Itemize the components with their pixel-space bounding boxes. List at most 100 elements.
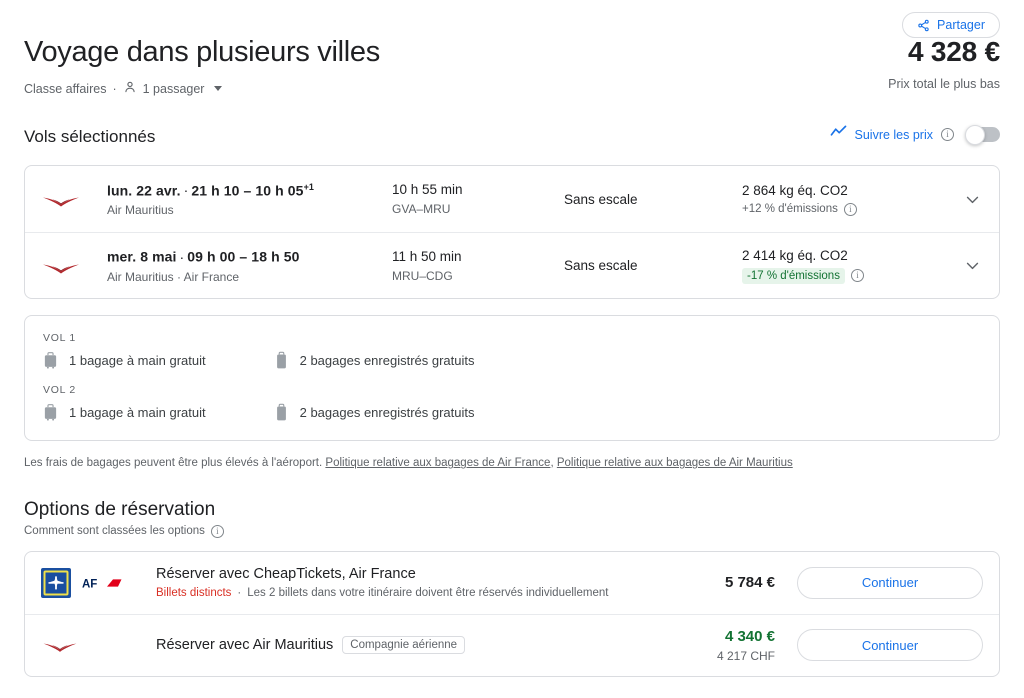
provider-logos <box>41 635 156 655</box>
booking-option-title: Réserver avec CheapTickets, Air France <box>156 566 416 583</box>
booking-option-price-block: 5 784 € <box>667 574 797 591</box>
provider-logos: AF <box>41 567 156 598</box>
booking-option-price: 5 784 € <box>724 574 775 592</box>
flight-stops: Sans escale <box>564 191 638 207</box>
cabin-class-label: Classe affaires <box>24 81 107 96</box>
booking-option-row[interactable]: AF Réserver avec CheapTickets, Air Franc… <box>25 552 999 614</box>
flight-row[interactable]: lun. 22 avr. · 21 h 10 – 10 h 05+1 Air Mau… <box>25 166 999 232</box>
carry-on-item: 1 bagage à main gratuit <box>43 351 206 370</box>
baggage-line: 1 bagage à main gratuit 2 bagages enregi… <box>43 403 981 422</box>
flight-co2: 2 414 kg éq. CO2 <box>742 247 848 263</box>
flight-datetime: mer. 8 mai · 09 h 00 – 18 h 50 <box>107 248 392 265</box>
flight-row[interactable]: mer. 8 mai · 09 h 00 – 18 h 50 Air Mauriti… <box>25 232 999 298</box>
share-button[interactable]: Partager <box>902 12 1000 38</box>
continue-button[interactable]: Continuer <box>797 566 983 599</box>
booking-option-note-row: Billets distincts · Les 2 billets dans v… <box>156 587 667 599</box>
booking-option-price-block: 4 340 € 4 217 CHF <box>667 628 797 663</box>
svg-text:AF: AF <box>82 578 97 590</box>
booking-option-note: Les 2 billets dans votre itinéraire doiv… <box>247 587 609 600</box>
info-icon[interactable]: i <box>850 269 864 283</box>
carry-on-bag-icon <box>44 404 57 421</box>
air-mauritius-logo <box>43 197 79 207</box>
flight-emissions-delta-row: +12 % d'émissions i <box>742 202 935 216</box>
booking-option-title-line: Réserver avec CheapTickets, Air France <box>156 566 667 582</box>
chevron-down-icon <box>966 263 979 270</box>
total-price-caption: Prix total le plus bas <box>888 77 1000 91</box>
flight-route: GVA–MRU <box>392 202 451 217</box>
selected-flights-title: Vols sélectionnés <box>24 127 156 147</box>
booking-options-header: Options de réservation Comment sont clas… <box>24 499 1000 538</box>
flight-duration: 11 h 50 min <box>392 248 462 264</box>
air-mauritius-logo <box>43 264 79 274</box>
flight-emissions-delta-row: -17 % d'émissions i <box>742 267 935 284</box>
info-icon[interactable]: i <box>941 128 954 142</box>
share-icon <box>917 19 930 32</box>
carry-on-bag-icon <box>44 352 57 369</box>
track-prices-toggle[interactable] <box>965 124 1000 145</box>
separator-dot: · <box>179 248 185 265</box>
flight-emissions-delta: -17 % d'émissions <box>742 267 845 284</box>
page-title: Voyage dans plusieurs villes <box>24 36 380 68</box>
checked-bag-icon <box>276 404 286 421</box>
separator-dot: · <box>237 587 242 600</box>
checked-bag-item: 2 bagages enregistrés gratuits <box>274 403 475 422</box>
info-icon[interactable]: i <box>210 524 224 538</box>
airline-badge: Compagnie aérienne <box>342 636 466 655</box>
expand-flight-cell[interactable] <box>935 191 981 208</box>
checked-bag-label: 2 bagages enregistrés gratuits <box>299 405 475 421</box>
flight-date: lun. 22 avr. <box>107 182 181 199</box>
checked-bag-label: 2 bagages enregistrés gratuits <box>299 353 475 369</box>
baggage-card: VOL 1 1 bagage à main gratuit 2 bagages … <box>24 315 1000 442</box>
booking-options-subtitle[interactable]: Comment sont classées les options <box>24 525 205 538</box>
continue-button[interactable]: Continuer <box>797 629 983 662</box>
info-icon[interactable]: i <box>843 202 857 216</box>
total-price: 4 328 € <box>907 36 1000 67</box>
airline-logo-cell <box>41 255 107 277</box>
passenger-selector[interactable]: 1 passager <box>123 80 223 97</box>
trip-summary-line: Classe affaires · 1 passager <box>24 80 1000 97</box>
link-separator: , <box>550 457 554 470</box>
carry-on-label: 1 bagage à main gratuit <box>69 405 206 421</box>
booking-option-row[interactable]: Réserver avec Air Mauritius Compagnie aé… <box>25 613 999 676</box>
flight-co2: 2 864 kg éq. CO2 <box>742 182 848 198</box>
carry-on-item: 1 bagage à main gratuit <box>43 403 206 422</box>
share-row: Partager <box>902 12 1000 38</box>
airline-logo-cell <box>41 188 107 210</box>
chevron-down-icon <box>214 86 223 92</box>
flight-time-range: 21 h 10 – 10 h 05 <box>191 182 304 199</box>
page-header: Voyage dans plusieurs villes Classe affa… <box>24 0 1000 97</box>
booking-options-title: Options de réservation <box>24 498 216 520</box>
flight-operator: Air Mauritius <box>107 203 174 218</box>
air-mauritius-baggage-policy-link[interactable]: Politique relative aux bagages de Air Ma… <box>556 457 793 470</box>
flight-date: mer. 8 mai <box>107 248 177 265</box>
expand-flight-cell[interactable] <box>935 257 981 274</box>
track-prices-label[interactable]: Suivre les prix <box>854 127 934 142</box>
toggle-knob <box>965 124 985 145</box>
booking-option-title-line: Réserver avec Air Mauritius Compagnie aé… <box>156 636 667 655</box>
person-icon <box>123 80 137 97</box>
baggage-group-label: VOL 1 <box>43 332 76 345</box>
flight-datetime: lun. 22 avr. · 21 h 10 – 10 h 05+1 <box>107 182 392 199</box>
air-france-baggage-policy-link[interactable]: Politique relative aux bagages de Air Fr… <box>325 457 551 470</box>
separator-dot: · <box>183 182 189 199</box>
flight-times-col: mer. 8 mai · 09 h 00 – 18 h 50 Air Mauriti… <box>107 248 392 284</box>
flight-emissions-col: 2 414 kg éq. CO2 -17 % d'émissions i <box>742 248 935 284</box>
booking-option-title: Réserver avec Air Mauritius <box>156 637 334 654</box>
baggage-line: 1 bagage à main gratuit 2 bagages enregi… <box>43 351 981 370</box>
checked-bag-item: 2 bagages enregistrés gratuits <box>274 351 475 370</box>
separator-dot: · <box>112 81 117 96</box>
track-prices-control: Suivre les prix i <box>830 124 1000 145</box>
booking-option-price: 4 340 € <box>724 627 775 645</box>
flight-route: MRU–CDG <box>392 268 453 283</box>
chevron-down-icon <box>966 196 979 203</box>
flight-time-range: 09 h 00 – 18 h 50 <box>187 248 300 265</box>
booking-options-subtitle-row: Comment sont classées les options i <box>24 524 1000 538</box>
checked-bag-icon <box>276 352 286 369</box>
booking-option-details: Réserver avec CheapTickets, Air France B… <box>156 566 667 599</box>
flight-emissions-col: 2 864 kg éq. CO2 +12 % d'émissions i <box>742 183 935 216</box>
flight-operator: Air Mauritius · Air France <box>107 269 240 284</box>
booking-option-details: Réserver avec Air Mauritius Compagnie aé… <box>156 636 667 655</box>
flight-times-col: lun. 22 avr. · 21 h 10 – 10 h 05+1 Air Mau… <box>107 182 392 218</box>
flight-duration: 10 h 55 min <box>392 182 463 198</box>
